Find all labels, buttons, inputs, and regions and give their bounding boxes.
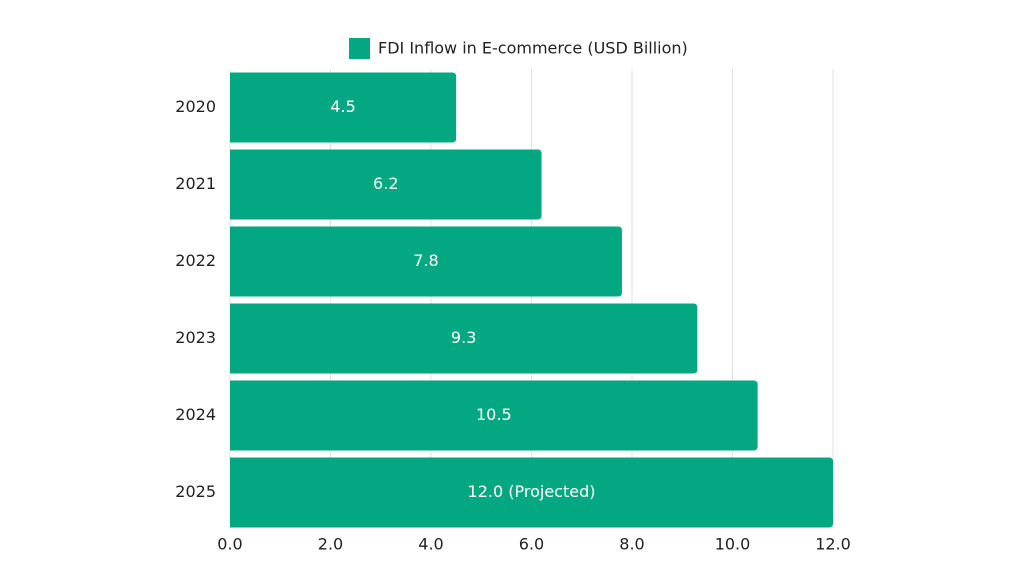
x-tick-label: 12.0 xyxy=(815,535,851,554)
legend-swatch xyxy=(349,38,370,59)
bar xyxy=(230,303,698,374)
value-label: 7.8 xyxy=(413,251,438,270)
bar xyxy=(230,72,457,143)
value-label: 4.5 xyxy=(330,97,355,116)
value-label: 9.3 xyxy=(451,328,476,347)
x-tick-label: 0.0 xyxy=(217,535,242,554)
value-label: 6.2 xyxy=(373,174,398,193)
x-tick-label: 6.0 xyxy=(519,535,544,554)
y-tick-label: 2024 xyxy=(175,405,216,424)
x-tick-label: 2.0 xyxy=(318,535,343,554)
bar xyxy=(230,226,622,297)
value-label: 12.0 (Projected) xyxy=(468,482,596,501)
y-tick-label: 2025 xyxy=(175,482,216,501)
bar xyxy=(230,457,833,528)
y-tick-label: 2023 xyxy=(175,328,216,347)
value-label: 10.5 xyxy=(476,405,512,424)
bar xyxy=(230,149,542,220)
x-tick-label: 4.0 xyxy=(418,535,443,554)
x-tick-label: 8.0 xyxy=(619,535,644,554)
bar xyxy=(230,380,758,451)
y-tick-label: 2021 xyxy=(175,174,216,193)
y-tick-label: 2020 xyxy=(175,97,216,116)
legend-label: FDI Inflow in E-commerce (USD Billion) xyxy=(378,39,688,58)
x-tick-label: 10.0 xyxy=(715,535,751,554)
y-tick-label: 2022 xyxy=(175,251,216,270)
